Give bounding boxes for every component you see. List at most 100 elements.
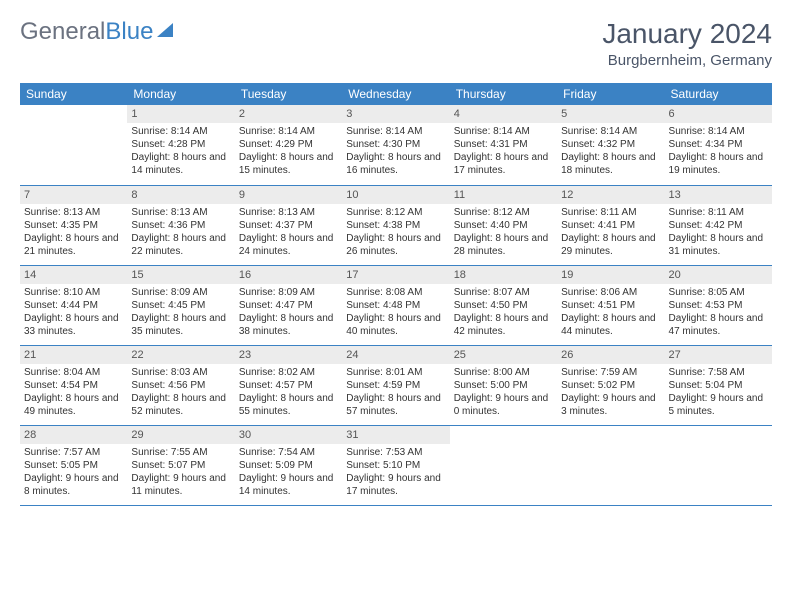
calendar-table: Sunday Monday Tuesday Wednesday Thursday…: [20, 83, 772, 506]
sunrise-text: Sunrise: 8:01 AM: [346, 366, 445, 379]
sunrise-text: Sunrise: 8:09 AM: [239, 286, 338, 299]
sunset-text: Sunset: 4:45 PM: [131, 299, 230, 312]
sunset-text: Sunset: 4:40 PM: [454, 219, 553, 232]
calendar-cell: 3Sunrise: 8:14 AMSunset: 4:30 PMDaylight…: [342, 105, 449, 185]
calendar-week: 7Sunrise: 8:13 AMSunset: 4:35 PMDaylight…: [20, 185, 772, 265]
calendar-cell: 6Sunrise: 8:14 AMSunset: 4:34 PMDaylight…: [665, 105, 772, 185]
sunrise-text: Sunrise: 8:11 AM: [561, 206, 660, 219]
day-number: 20: [665, 266, 772, 284]
logo: GeneralBlue: [20, 18, 173, 46]
sunset-text: Sunset: 5:05 PM: [24, 459, 123, 472]
dayhead-thursday: Thursday: [450, 83, 557, 105]
calendar-cell: [557, 425, 664, 505]
day-number: 7: [20, 186, 127, 204]
day-number: 25: [450, 346, 557, 364]
sunset-text: Sunset: 5:04 PM: [669, 379, 768, 392]
calendar-cell: 8Sunrise: 8:13 AMSunset: 4:36 PMDaylight…: [127, 185, 234, 265]
calendar-cell: 29Sunrise: 7:55 AMSunset: 5:07 PMDayligh…: [127, 425, 234, 505]
calendar-cell: 18Sunrise: 8:07 AMSunset: 4:50 PMDayligh…: [450, 265, 557, 345]
calendar-cell: 26Sunrise: 7:59 AMSunset: 5:02 PMDayligh…: [557, 345, 664, 425]
sunset-text: Sunset: 4:37 PM: [239, 219, 338, 232]
sunrise-text: Sunrise: 8:13 AM: [239, 206, 338, 219]
calendar-cell: 20Sunrise: 8:05 AMSunset: 4:53 PMDayligh…: [665, 265, 772, 345]
sunset-text: Sunset: 4:42 PM: [669, 219, 768, 232]
daylight-text: Daylight: 9 hours and 14 minutes.: [239, 472, 338, 498]
day-number: 26: [557, 346, 664, 364]
sunrise-text: Sunrise: 8:14 AM: [346, 125, 445, 138]
dayhead-wednesday: Wednesday: [342, 83, 449, 105]
calendar-cell: [665, 425, 772, 505]
calendar-week: 28Sunrise: 7:57 AMSunset: 5:05 PMDayligh…: [20, 425, 772, 505]
sunrise-text: Sunrise: 8:04 AM: [24, 366, 123, 379]
sunrise-text: Sunrise: 8:08 AM: [346, 286, 445, 299]
sunset-text: Sunset: 4:38 PM: [346, 219, 445, 232]
sunrise-text: Sunrise: 8:02 AM: [239, 366, 338, 379]
sunset-text: Sunset: 4:51 PM: [561, 299, 660, 312]
day-number: 18: [450, 266, 557, 284]
daylight-text: Daylight: 8 hours and 31 minutes.: [669, 232, 768, 258]
sunset-text: Sunset: 5:00 PM: [454, 379, 553, 392]
daylight-text: Daylight: 8 hours and 40 minutes.: [346, 312, 445, 338]
day-number: 21: [20, 346, 127, 364]
calendar-cell: 28Sunrise: 7:57 AMSunset: 5:05 PMDayligh…: [20, 425, 127, 505]
sunrise-text: Sunrise: 7:54 AM: [239, 446, 338, 459]
calendar-cell: 4Sunrise: 8:14 AMSunset: 4:31 PMDaylight…: [450, 105, 557, 185]
calendar-cell: 30Sunrise: 7:54 AMSunset: 5:09 PMDayligh…: [235, 425, 342, 505]
calendar-cell: 5Sunrise: 8:14 AMSunset: 4:32 PMDaylight…: [557, 105, 664, 185]
day-number: 24: [342, 346, 449, 364]
sunrise-text: Sunrise: 7:53 AM: [346, 446, 445, 459]
calendar-header-row: Sunday Monday Tuesday Wednesday Thursday…: [20, 83, 772, 105]
sunset-text: Sunset: 4:31 PM: [454, 138, 553, 151]
sunset-text: Sunset: 4:29 PM: [239, 138, 338, 151]
calendar-cell: 19Sunrise: 8:06 AMSunset: 4:51 PMDayligh…: [557, 265, 664, 345]
daylight-text: Daylight: 8 hours and 28 minutes.: [454, 232, 553, 258]
day-number: 29: [127, 426, 234, 444]
day-number: 9: [235, 186, 342, 204]
daylight-text: Daylight: 8 hours and 29 minutes.: [561, 232, 660, 258]
daylight-text: Daylight: 8 hours and 35 minutes.: [131, 312, 230, 338]
sunrise-text: Sunrise: 8:10 AM: [24, 286, 123, 299]
sunrise-text: Sunrise: 8:14 AM: [131, 125, 230, 138]
day-number: 12: [557, 186, 664, 204]
sunset-text: Sunset: 4:28 PM: [131, 138, 230, 151]
sunrise-text: Sunrise: 8:14 AM: [561, 125, 660, 138]
day-number: 11: [450, 186, 557, 204]
calendar-cell: [450, 425, 557, 505]
calendar-cell: 22Sunrise: 8:03 AMSunset: 4:56 PMDayligh…: [127, 345, 234, 425]
daylight-text: Daylight: 8 hours and 24 minutes.: [239, 232, 338, 258]
dayhead-sunday: Sunday: [20, 83, 127, 105]
day-number: 10: [342, 186, 449, 204]
page-title: January 2024: [602, 18, 772, 50]
logo-triangle-icon: [157, 23, 173, 37]
day-number: 16: [235, 266, 342, 284]
sunrise-text: Sunrise: 8:06 AM: [561, 286, 660, 299]
day-number: 15: [127, 266, 234, 284]
day-number: 14: [20, 266, 127, 284]
daylight-text: Daylight: 8 hours and 14 minutes.: [131, 151, 230, 177]
daylight-text: Daylight: 8 hours and 47 minutes.: [669, 312, 768, 338]
day-number: 28: [20, 426, 127, 444]
sunset-text: Sunset: 4:47 PM: [239, 299, 338, 312]
calendar-cell: 31Sunrise: 7:53 AMSunset: 5:10 PMDayligh…: [342, 425, 449, 505]
calendar-cell: 25Sunrise: 8:00 AMSunset: 5:00 PMDayligh…: [450, 345, 557, 425]
sunrise-text: Sunrise: 8:12 AM: [346, 206, 445, 219]
day-number: 13: [665, 186, 772, 204]
sunset-text: Sunset: 4:36 PM: [131, 219, 230, 232]
daylight-text: Daylight: 9 hours and 5 minutes.: [669, 392, 768, 418]
sunrise-text: Sunrise: 8:07 AM: [454, 286, 553, 299]
daylight-text: Daylight: 9 hours and 11 minutes.: [131, 472, 230, 498]
sunrise-text: Sunrise: 8:05 AM: [669, 286, 768, 299]
calendar-week: 1Sunrise: 8:14 AMSunset: 4:28 PMDaylight…: [20, 105, 772, 185]
daylight-text: Daylight: 8 hours and 57 minutes.: [346, 392, 445, 418]
daylight-text: Daylight: 8 hours and 26 minutes.: [346, 232, 445, 258]
sunrise-text: Sunrise: 8:00 AM: [454, 366, 553, 379]
daylight-text: Daylight: 8 hours and 42 minutes.: [454, 312, 553, 338]
day-number: 6: [665, 105, 772, 123]
calendar-cell: 27Sunrise: 7:58 AMSunset: 5:04 PMDayligh…: [665, 345, 772, 425]
calendar-cell: [20, 105, 127, 185]
day-number: 19: [557, 266, 664, 284]
daylight-text: Daylight: 8 hours and 22 minutes.: [131, 232, 230, 258]
daylight-text: Daylight: 8 hours and 49 minutes.: [24, 392, 123, 418]
dayhead-monday: Monday: [127, 83, 234, 105]
daylight-text: Daylight: 9 hours and 17 minutes.: [346, 472, 445, 498]
